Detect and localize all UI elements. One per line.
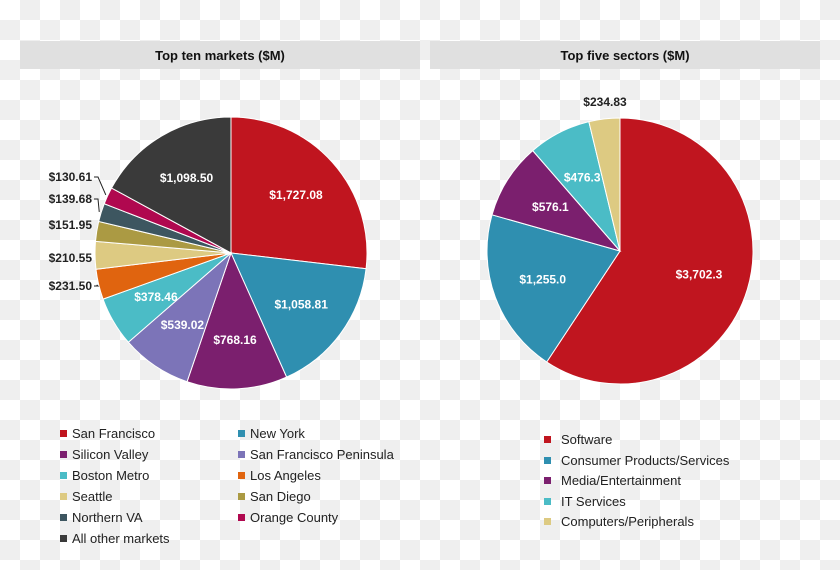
pie-slice xyxy=(546,117,754,385)
legend-label: San Diego xyxy=(250,489,311,504)
legend-item: Los Angeles xyxy=(238,468,321,483)
legend-label: Computers/Peripherals xyxy=(561,514,694,529)
legend-label: San Francisco xyxy=(72,426,156,441)
legend-swatch xyxy=(544,497,551,505)
legend-swatch xyxy=(238,493,245,500)
legend-label: IT Services xyxy=(561,493,626,509)
legend-item: Computers/Peripherals xyxy=(544,514,694,529)
legend-item: All other markets xyxy=(60,531,170,546)
data-label: $130.61 xyxy=(49,170,93,184)
legend-label: Northern VA xyxy=(72,510,143,525)
legend-label: Software xyxy=(561,432,613,447)
data-label: $378.46 xyxy=(134,290,178,304)
data-label: $139.68 xyxy=(49,192,93,206)
pie-slice xyxy=(186,251,288,390)
data-label: $1,727.08 xyxy=(269,188,323,202)
legend-label: Orange County xyxy=(250,510,339,525)
data-label: $210.55 xyxy=(49,251,93,265)
legend-swatch xyxy=(238,472,245,479)
legend-swatch xyxy=(544,477,551,484)
legend-label: Los Angeles xyxy=(250,468,321,483)
data-label: $1,255.0 xyxy=(519,273,566,287)
legend-label: Seattle xyxy=(72,489,113,504)
legend-swatch xyxy=(544,436,551,443)
pie-slice xyxy=(110,116,232,254)
legend-swatch xyxy=(544,518,551,525)
legend-item: Silicon Valley xyxy=(60,447,148,462)
legend-swatch xyxy=(60,451,67,458)
sectors-chart-title: Top five sectors ($M) xyxy=(430,41,820,69)
legend-label: Silicon Valley xyxy=(72,447,149,462)
data-label: $1,098.50 xyxy=(160,171,214,185)
legend-swatch xyxy=(60,514,67,521)
legend-swatch xyxy=(238,430,245,437)
legend-item: San Francisco Peninsula xyxy=(238,447,394,462)
legend-item: San Diego xyxy=(238,489,311,504)
data-label: $576.1 xyxy=(532,200,569,214)
data-label: $3,702.3 xyxy=(676,268,723,282)
legend-label: All other markets xyxy=(72,531,170,546)
legend-item: Media/Entertainment xyxy=(544,473,681,488)
data-label: $476.3 xyxy=(564,171,601,185)
pie-slice xyxy=(588,117,621,252)
data-label: $151.95 xyxy=(49,218,93,232)
legend-swatch xyxy=(60,535,67,542)
legend-item: Orange County xyxy=(238,510,338,525)
leader-line xyxy=(94,198,100,212)
legend-label: New York xyxy=(250,426,305,441)
legend-swatch xyxy=(60,472,67,479)
data-label: $768.16 xyxy=(213,333,257,347)
pie-slice xyxy=(491,149,622,252)
legend-item: Boston Metro xyxy=(60,468,149,483)
data-label: $234.83 xyxy=(583,95,627,109)
markets-chart-title: Top ten markets ($M) xyxy=(20,41,420,69)
legend-swatch xyxy=(238,514,245,521)
legend-item: Northern VA xyxy=(60,510,143,525)
legend-item: Seattle xyxy=(60,489,112,504)
legend-label: Consumer Products/Services xyxy=(561,452,730,468)
pie-slice xyxy=(230,116,368,270)
legend-label: Boston Metro xyxy=(72,468,150,483)
data-label: $539.02 xyxy=(161,318,205,332)
leader-line xyxy=(94,284,100,287)
legend-label: San Francisco Peninsula xyxy=(250,447,394,462)
pie-slice xyxy=(486,214,621,363)
legend-swatch xyxy=(238,451,245,458)
legend-item: IT Services xyxy=(544,494,626,509)
pie-slice xyxy=(230,252,367,378)
legend-item: Consumer Products/Services xyxy=(544,453,729,468)
legend-item: San Francisco xyxy=(60,426,155,441)
data-label: $231.50 xyxy=(49,279,93,293)
legend-swatch xyxy=(60,430,67,437)
legend-swatch xyxy=(60,493,67,500)
data-label: $1,058.81 xyxy=(274,297,328,311)
legend-item: Software xyxy=(544,432,612,447)
legend-label: Media/Entertainment xyxy=(561,473,681,488)
leader-line xyxy=(94,176,107,196)
legend-item: New York xyxy=(238,426,305,441)
legend-swatch xyxy=(544,456,551,464)
